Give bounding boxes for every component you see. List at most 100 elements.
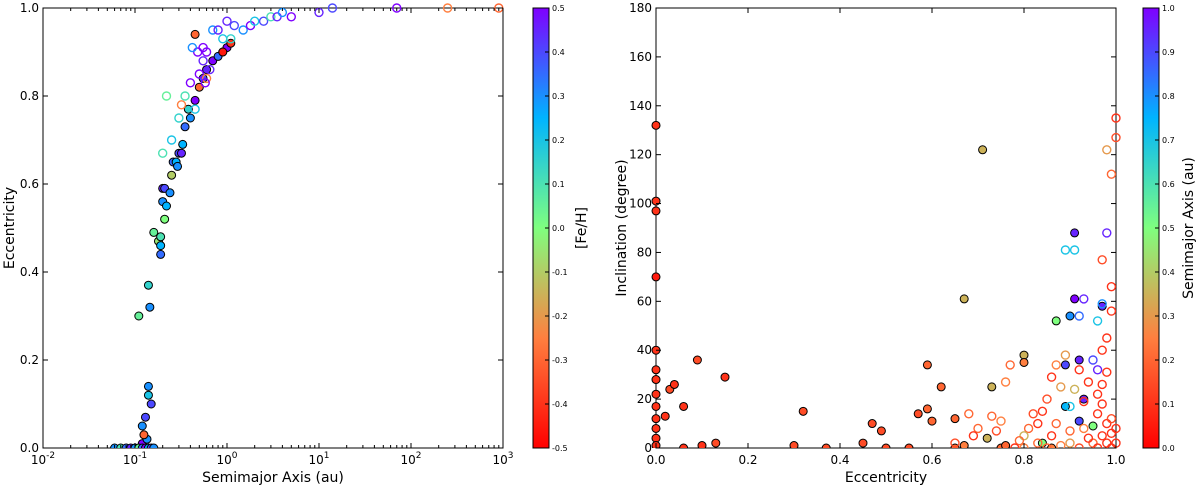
colorbar-tick-label: 0.0: [1162, 444, 1175, 453]
data-point-filled: [679, 401, 689, 411]
plot-area: [42, 7, 504, 449]
data-point-open: [1092, 316, 1103, 326]
data-point-filled: [651, 433, 661, 443]
data-point-open: [442, 3, 453, 13]
data-point-open: [1060, 350, 1071, 360]
data-point-open: [1102, 228, 1112, 238]
colorbar: -0.5 -0.4 -0.3 -0.2 -0.1 0.0 0.1 0.2 0.3 0.4 0.5 [F…: [532, 4, 590, 453]
data-point-open: [1102, 145, 1112, 155]
data-point-open: [1106, 169, 1117, 179]
data-point-open: [1051, 360, 1061, 370]
data-point-filled: [651, 272, 661, 282]
data-points: [651, 113, 1121, 448]
colorbar-tick-label: 0.8: [1162, 92, 1175, 101]
chart-2: 0.0 0.2 0.4 0.6 0.8 1.0 0 20 40 60 80 100 120 140 160 1…: [614, 1, 1197, 486]
colorbar-tick-label: 0.9: [1162, 48, 1175, 57]
y-tick-label: 100: [629, 197, 652, 211]
colorbar-tick-label: 0.5: [1162, 224, 1175, 233]
data-point-open: [198, 56, 208, 66]
colorbar-tick-label: 0.3: [1162, 312, 1175, 321]
data-point-filled: [185, 113, 195, 123]
data-point-filled: [669, 379, 679, 389]
data-point-filled: [1019, 350, 1029, 360]
data-point-filled: [692, 355, 702, 365]
x-tick-label: 1.0: [1106, 453, 1125, 467]
data-point-open: [1102, 438, 1112, 448]
data-point-filled: [176, 148, 186, 158]
data-point-open: [1074, 443, 1084, 448]
chart-1: 10-2 10-1 100 101 102 103 0.0 0.2 0.4 0.6 0.8 1.0 Se…: [2, 1, 590, 486]
data-point-filled: [145, 302, 155, 312]
data-point-open: [1097, 255, 1107, 265]
data-point-filled: [789, 441, 799, 448]
y-tick-label: 0: [644, 441, 652, 455]
data-point-open: [1023, 423, 1034, 434]
data-point-filled: [143, 280, 153, 290]
y-tick-label: 20: [637, 392, 652, 406]
data-point-open: [180, 91, 190, 101]
data-point-filled: [140, 412, 150, 422]
data-point-open: [1028, 409, 1038, 419]
data-point-filled: [711, 438, 721, 448]
data-point-open: [1106, 306, 1117, 316]
data-point-open: [1079, 294, 1089, 304]
data-point-filled: [218, 47, 228, 57]
colorbar-tick-label: 0.4: [552, 48, 565, 57]
data-point-filled: [190, 95, 200, 105]
data-point-filled: [1060, 360, 1070, 370]
data-point-open: [194, 69, 205, 79]
data-point-filled: [156, 249, 166, 259]
data-point-open: [1074, 311, 1084, 321]
data-point-filled: [651, 206, 661, 216]
data-point-filled: [679, 443, 689, 448]
data-point-open: [1102, 367, 1112, 377]
y-tick-label: 0.6: [20, 177, 39, 191]
data-point-open: [226, 34, 236, 44]
y-tick-label: 160: [629, 50, 652, 64]
x-tick-label: 103: [492, 451, 513, 467]
x-tick-label: 100: [216, 451, 237, 467]
data-point-filled: [651, 414, 661, 424]
data-point-open: [157, 148, 168, 158]
data-point-open: [964, 409, 974, 419]
data-point-open: [968, 431, 979, 441]
data-point-open: [1083, 377, 1094, 387]
y-tick-label: 0.4: [20, 265, 39, 279]
data-point-open: [166, 135, 177, 145]
x-tick-label: 0.0: [646, 453, 665, 467]
data-point-filled: [978, 145, 988, 155]
data-point-open: [1097, 299, 1107, 309]
data-point-open: [1083, 433, 1094, 443]
data-point-filled: [173, 161, 183, 171]
data-point-filled: [143, 390, 153, 400]
data-point-filled: [1070, 294, 1080, 304]
data-point-open: [222, 16, 232, 26]
data-point-filled: [178, 139, 188, 149]
data-point-open: [1092, 365, 1103, 375]
colorbar-tick-label: 0.1: [1162, 400, 1175, 409]
data-point-open: [1014, 435, 1025, 446]
colorbar-tick-label: 1.0: [1162, 4, 1175, 13]
data-point-open: [1037, 406, 1048, 417]
data-point-filled: [876, 426, 886, 436]
data-point-open: [1106, 413, 1117, 424]
colorbar-tick-label: -0.3: [552, 356, 568, 365]
data-point-open: [1079, 396, 1089, 407]
y-axis-label: Eccentricity: [2, 187, 18, 269]
colorbar-tick-label: 0.1: [552, 180, 565, 189]
data-point-filled: [1074, 355, 1084, 365]
data-point-open: [991, 426, 1002, 436]
x-tick-label: 101: [308, 451, 329, 467]
data-point-open: [327, 3, 338, 13]
data-point-filled: [1019, 357, 1029, 367]
data-point-filled: [1051, 316, 1061, 326]
data-point-filled: [149, 443, 159, 448]
data-point-open: [1051, 418, 1061, 429]
x-tick-label: 10-2: [31, 451, 55, 467]
colorbar-tick-label: 0.0: [552, 224, 565, 233]
data-point-filled: [904, 443, 914, 448]
data-point-filled: [982, 433, 992, 443]
data-point-open: [973, 423, 983, 434]
data-point-open: [1042, 394, 1052, 404]
data-point-open: [1033, 418, 1043, 429]
